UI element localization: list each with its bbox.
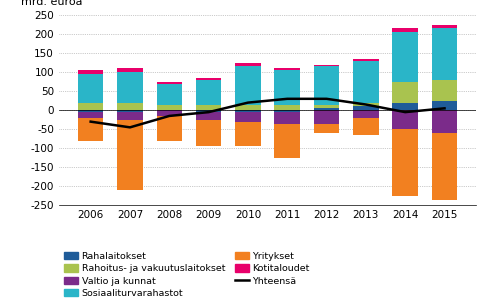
Bar	[235, 66, 261, 104]
Bar	[235, 104, 261, 110]
Legend: Rahalaitokset, Rahoitus- ja vakuutuslaitokset, Valtio ja kunnat, Sosiaaliturvara: Rahalaitokset, Rahoitus- ja vakuutuslait…	[64, 252, 310, 298]
Bar	[314, 65, 339, 66]
Bar	[274, 112, 300, 124]
Bar	[353, 103, 379, 106]
Bar	[117, 72, 143, 103]
Text: mrd. euroa: mrd. euroa	[22, 0, 83, 8]
Bar	[353, 106, 379, 110]
Bar	[432, 133, 457, 200]
Bar	[432, 110, 457, 133]
Bar	[392, 82, 418, 103]
Bar	[117, 110, 143, 112]
Bar	[78, 74, 104, 103]
Bar	[392, 110, 418, 129]
Bar	[235, 112, 261, 122]
Bar	[117, 103, 143, 110]
Bar	[78, 110, 104, 112]
Bar	[274, 68, 300, 70]
Bar	[157, 116, 182, 141]
Bar	[235, 110, 261, 112]
Bar	[157, 82, 182, 84]
Bar	[314, 108, 339, 110]
Bar	[196, 78, 221, 80]
Bar	[78, 112, 104, 118]
Bar	[274, 124, 300, 158]
Bar	[235, 122, 261, 146]
Bar	[392, 28, 418, 32]
Bar	[432, 28, 457, 80]
Bar	[314, 66, 339, 104]
Bar	[78, 118, 104, 141]
Bar	[78, 70, 104, 74]
Bar	[392, 129, 418, 196]
Bar	[117, 68, 143, 72]
Bar	[235, 63, 261, 66]
Bar	[117, 112, 143, 120]
Bar	[353, 118, 379, 135]
Bar	[392, 32, 418, 82]
Bar	[274, 104, 300, 110]
Bar	[432, 80, 457, 101]
Bar	[157, 110, 182, 116]
Bar	[196, 110, 221, 112]
Bar	[196, 112, 221, 120]
Bar	[157, 84, 182, 104]
Bar	[196, 120, 221, 146]
Bar	[353, 110, 379, 118]
Bar	[392, 103, 418, 110]
Bar	[353, 59, 379, 61]
Bar	[117, 120, 143, 190]
Bar	[274, 70, 300, 104]
Bar	[432, 101, 457, 110]
Bar	[274, 110, 300, 112]
Bar	[157, 104, 182, 110]
Bar	[314, 124, 339, 133]
Bar	[314, 110, 339, 124]
Bar	[196, 80, 221, 104]
Bar	[78, 103, 104, 110]
Bar	[353, 61, 379, 103]
Bar	[314, 104, 339, 108]
Bar	[196, 104, 221, 110]
Bar	[432, 25, 457, 28]
